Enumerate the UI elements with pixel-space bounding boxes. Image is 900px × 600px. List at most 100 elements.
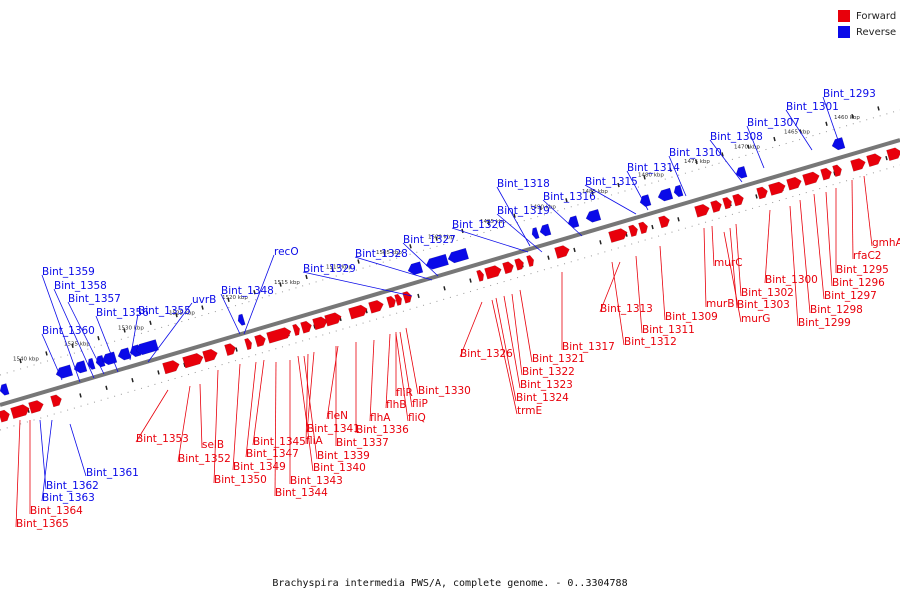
gene-label: Bint_1298 [810, 304, 863, 316]
gene-label: Bint_1356 [96, 307, 149, 319]
gene-label: Bint_1295 [836, 264, 889, 276]
leader-line [746, 125, 765, 169]
lower-tick [469, 278, 472, 283]
forward-gene [832, 164, 842, 177]
reverse-gene [135, 339, 159, 355]
forward-gene [710, 200, 722, 213]
legend-reverse: Reverse [838, 24, 896, 40]
reverse-gene [539, 223, 552, 237]
ruler-label: 1535 kbp [64, 342, 90, 348]
forward-gene-shape [368, 300, 384, 314]
leader-line [496, 213, 543, 253]
upper-tick [877, 106, 880, 111]
gene-label: Bint_1297 [824, 290, 877, 302]
forward-gene-shape [476, 269, 484, 282]
forward-gene [820, 167, 832, 181]
forward-gene-shape [0, 409, 10, 423]
gene-label: Bint_1299 [798, 317, 851, 329]
reverse-gene-shape [585, 209, 602, 223]
reverse-gene [447, 247, 469, 264]
leader-line [354, 256, 433, 281]
ruler-label: 1465 kbp [784, 130, 810, 136]
forward-gene [312, 316, 328, 331]
forward-gene-shape [394, 293, 402, 306]
lower-tick [547, 255, 550, 260]
reverse-gene [585, 209, 602, 223]
forward-gene [802, 171, 820, 186]
leader-line [41, 333, 63, 381]
lower-tick [885, 155, 888, 161]
forward-gene-shape [526, 255, 534, 267]
upper-tick [279, 282, 282, 287]
upper-tick [773, 136, 776, 142]
forward-gene-shape [402, 291, 412, 304]
forward-gene [866, 153, 882, 167]
leader-line [15, 419, 21, 528]
gene-label: Bint_1300 [765, 274, 818, 286]
scale-ruler: 1460 kbp 1465 kbp 1470 kbp 1475 kbp 1480 kbp… [13, 115, 860, 363]
forward-gene [162, 360, 180, 375]
leader-line [303, 355, 318, 460]
gene-label: Bint_1363 [42, 492, 95, 504]
forward-gene [722, 197, 732, 210]
gene-label: Bint_1352 [178, 453, 231, 465]
forward-gene-shape [244, 338, 252, 351]
gene-label: gmhA [872, 237, 900, 249]
leader-line [305, 353, 309, 445]
gene-label: Bint_1311 [642, 324, 695, 336]
forward-gene [608, 228, 628, 243]
gene-label: fliP [412, 398, 428, 410]
ruler-label: 1490 kbp [530, 204, 556, 210]
ruler-label: 1515 kbp [274, 280, 300, 286]
gene-label: Bint_1317 [562, 341, 615, 353]
leader-line [709, 139, 743, 183]
forward-gene [484, 265, 502, 280]
leader-line [813, 193, 825, 300]
lower-tick [79, 393, 82, 398]
gene-label: Bint_1347 [246, 448, 299, 460]
upper-tick [149, 320, 152, 326]
leader-line [129, 313, 139, 361]
leader-line [863, 175, 873, 247]
forward-gene [768, 181, 786, 196]
gene-label: Bint_1321 [532, 353, 585, 365]
lower-tick [131, 377, 134, 383]
gene-label: Bint_1364 [30, 505, 83, 517]
gene-label: Bint_1350 [214, 474, 267, 486]
lower-tick [599, 240, 602, 245]
forward-gene [254, 334, 266, 348]
gene-label: recO [274, 246, 299, 258]
leader-line [599, 261, 621, 313]
forward-gene-shape [850, 158, 866, 172]
forward-gene [292, 323, 300, 336]
reverse-gene [73, 360, 88, 374]
forward-gene-shape [628, 224, 638, 237]
leader-line [495, 297, 517, 402]
reverse-gene-shape [735, 166, 748, 179]
leader-line [245, 361, 257, 458]
ruler-label: 1485 kbp [582, 189, 608, 195]
gene-label: Bint_1353 [136, 433, 189, 445]
legend: Forward Reverse [838, 8, 896, 40]
lower-tick [157, 370, 160, 375]
forward-gene-shape [768, 181, 786, 196]
upper-tick [201, 305, 204, 310]
gene-label: trmE [517, 405, 542, 417]
leader-line [711, 225, 715, 267]
leader-line [274, 361, 277, 497]
reverse-gene-shape [117, 347, 132, 361]
gene-label: Bint_1318 [497, 178, 550, 190]
upper-tick [487, 221, 490, 226]
gene-label: murB [706, 298, 734, 310]
gene-label: Bint_1361 [86, 467, 139, 479]
gene-label: Bint_1329 [303, 263, 356, 275]
forward-gene-shape [162, 360, 180, 375]
gene-label: Bint_1336 [356, 424, 409, 436]
forward-gene [50, 394, 62, 408]
gene-label: Bint_1313 [600, 303, 653, 315]
upper-tick [669, 167, 672, 172]
reverse-gene-shape [567, 215, 580, 229]
upper-tick [747, 144, 750, 149]
leader-line [825, 191, 833, 287]
gene-label: murC [714, 257, 743, 269]
